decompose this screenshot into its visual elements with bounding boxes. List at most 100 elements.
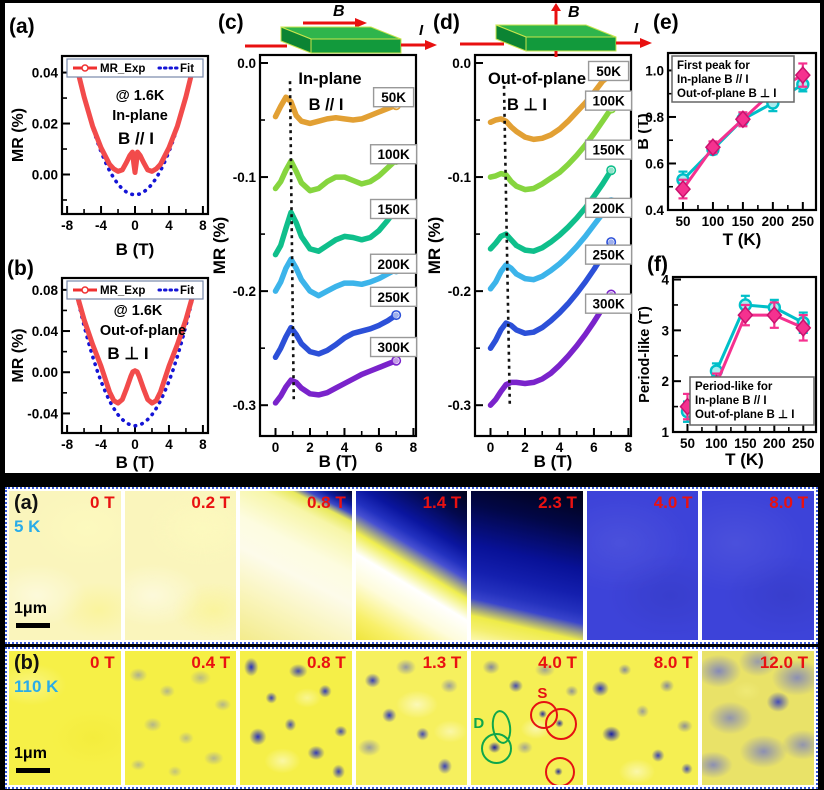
field-label: 8.0 T	[653, 653, 693, 672]
panel-f-label: (f)	[647, 253, 668, 276]
svg-text:6: 6	[375, 440, 383, 455]
micro-image-5K-1.4T: 1.4 T	[355, 491, 468, 640]
current-arrowhead	[425, 40, 437, 50]
svg-text:B (T): B (T)	[534, 452, 573, 471]
scalebar-label: 1μm	[14, 600, 47, 617]
panel-e-chart: 50 100 150 200 250 0.4 0.6 0.8 1.0 First peak for…	[638, 51, 818, 249]
micro-image-5K-2.3T: 2.3 T	[471, 491, 583, 640]
field-label: 0 T	[90, 653, 115, 672]
field-label: 1.4 T	[422, 493, 462, 512]
svg-text:MR (%): MR (%)	[427, 217, 444, 275]
svg-text:250: 250	[792, 436, 815, 451]
svg-text:1.0: 1.0	[645, 63, 664, 78]
panel-a-label: (a)	[9, 15, 35, 38]
field-label: 4.0 T	[538, 653, 577, 672]
field-label: 12.0 T	[759, 653, 809, 672]
b-field-arrowhead	[355, 18, 367, 28]
sample-slab-side	[495, 24, 527, 52]
svg-text:-0.1: -0.1	[448, 170, 472, 185]
svg-text:-0.04: -0.04	[27, 406, 58, 421]
svg-text:300K: 300K	[377, 340, 410, 355]
svg-text:250K: 250K	[377, 290, 410, 305]
field-label: 0.2 T	[191, 493, 231, 512]
current-label: I	[634, 20, 639, 37]
svg-text:In-plane B // I: In-plane B // I	[677, 74, 749, 86]
svg-text:MR (%): MR (%)	[212, 217, 229, 275]
temperature-label: 5 K	[14, 517, 41, 536]
s-annotation-label: S	[537, 685, 548, 702]
svg-text:50K: 50K	[596, 64, 621, 79]
svg-text:0: 0	[487, 440, 495, 455]
svg-text:B // I: B // I	[309, 96, 344, 114]
svg-text:-8: -8	[61, 437, 73, 452]
svg-text:1: 1	[661, 425, 669, 440]
svg-text:4: 4	[165, 437, 173, 452]
svg-text:6: 6	[590, 440, 598, 455]
svg-text:200K: 200K	[377, 257, 410, 272]
svg-text:100K: 100K	[592, 94, 625, 109]
svg-text:0.4: 0.4	[645, 203, 664, 218]
micro-image-110K-1.3T: 1.3 T	[355, 651, 468, 785]
micro-image-110K-0.8T: 0.8 T	[240, 651, 352, 785]
field-label: 8.0 T	[769, 493, 809, 512]
svg-text:-8: -8	[61, 218, 73, 233]
svg-text:0.04: 0.04	[32, 66, 59, 81]
svg-text:100: 100	[702, 214, 725, 229]
s-circle-2	[545, 708, 578, 740]
svg-text:B // I: B // I	[118, 129, 154, 148]
svg-text:0.0: 0.0	[452, 56, 471, 71]
svg-text:B (T): B (T)	[638, 113, 652, 149]
svg-text:0.02: 0.02	[32, 117, 58, 132]
svg-text:50K: 50K	[381, 90, 406, 105]
s-circle-3	[545, 757, 576, 785]
current-label: I	[419, 22, 424, 39]
micro-image-110K-4.0T: 4.0 T D S	[471, 651, 583, 785]
svg-text:B ⊥ I: B ⊥ I	[107, 344, 148, 363]
svg-text:Out-of-plane: Out-of-plane	[100, 323, 186, 339]
svg-text:T (K): T (K)	[725, 450, 764, 469]
svg-text:0.04: 0.04	[32, 324, 59, 339]
svg-text:MR_Exp: MR_Exp	[100, 63, 145, 75]
current-arrowhead	[640, 38, 652, 48]
svg-text:0: 0	[272, 440, 280, 455]
d-circle	[481, 733, 513, 764]
svg-text:-0.3: -0.3	[448, 398, 472, 413]
svg-text:In-plane: In-plane	[112, 108, 168, 124]
svg-text:3: 3	[661, 323, 669, 338]
svg-text:Fit: Fit	[180, 285, 194, 297]
svg-text:0.0: 0.0	[237, 56, 256, 71]
sample-slab-front	[525, 36, 617, 52]
svg-text:MR (%): MR (%)	[10, 328, 27, 382]
svg-text:-0.2: -0.2	[233, 284, 256, 299]
temperature-label: 110 K	[14, 677, 59, 696]
svg-text:B ⊥ I: B ⊥ I	[507, 96, 547, 114]
svg-text:B (T): B (T)	[319, 452, 358, 471]
svg-text:150: 150	[734, 436, 757, 451]
svg-text:Out-of-plane: Out-of-plane	[488, 70, 586, 88]
svg-text:4: 4	[661, 273, 669, 288]
field-label: 2.3 T	[538, 493, 577, 512]
out-of-plane-sample-diagram: B I	[460, 3, 652, 57]
svg-text:-0.3: -0.3	[233, 398, 257, 413]
micro-row-b-label: (b)	[14, 652, 40, 674]
micro-row-a-label: (a)	[14, 492, 39, 514]
svg-text:300K: 300K	[592, 297, 625, 312]
svg-text:100: 100	[705, 436, 728, 451]
svg-text:0.00: 0.00	[32, 168, 58, 183]
svg-text:0: 0	[131, 218, 139, 233]
svg-text:50: 50	[675, 214, 690, 229]
svg-text:50: 50	[680, 436, 695, 451]
svg-text:0.00: 0.00	[32, 365, 58, 380]
field-label: 0.4 T	[191, 653, 231, 672]
svg-text:-4: -4	[95, 437, 107, 452]
panel-a-chart: -8 -4 0 4 8 0.00 0.02 0.04 MR_Exp Fit @ 1.6K In-pla…	[10, 54, 210, 259]
panel-f-chart: 50 100 150 200 250 1 2 3 4 Period-like for In-plan…	[638, 273, 818, 469]
svg-text:@ 1.6K: @ 1.6K	[116, 88, 165, 104]
svg-text:-4: -4	[95, 218, 107, 233]
field-label: 0 T	[90, 493, 115, 512]
svg-text:8: 8	[199, 437, 207, 452]
scalebar	[16, 768, 50, 773]
svg-text:-0.2: -0.2	[448, 284, 471, 299]
panel-c-label: (c)	[218, 11, 244, 34]
svg-text:In-plane B // I: In-plane B // I	[695, 395, 767, 407]
